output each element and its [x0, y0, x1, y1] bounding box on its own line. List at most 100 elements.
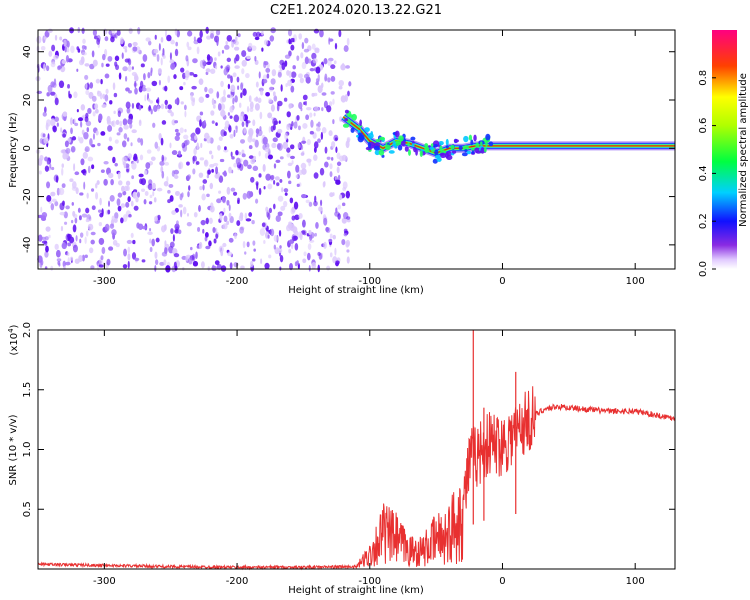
spectrum-cell — [164, 99, 168, 106]
spectrum-cell — [254, 103, 260, 111]
ridge-speckle — [388, 150, 395, 154]
spectrum-cell — [78, 254, 83, 263]
spectrum-cell — [317, 264, 321, 273]
spectrum-cell — [117, 110, 122, 118]
spectrogram-marks — [35, 26, 675, 273]
spectrum-cell — [36, 35, 42, 44]
spectrum-cell — [107, 145, 113, 151]
spectrum-cell — [97, 263, 100, 271]
spectrum-cell — [173, 74, 177, 80]
spectrum-cell — [223, 148, 229, 153]
spectrum-cell — [337, 204, 342, 210]
spectrum-cell — [156, 54, 160, 62]
spectrum-cell — [89, 138, 93, 146]
spectrum-cell — [188, 185, 191, 191]
spectrum-cell — [206, 135, 212, 144]
spectrum-cell — [154, 34, 157, 40]
spectrum-cell — [91, 95, 97, 102]
spectrum-cell — [254, 55, 257, 62]
spectrum-cell — [97, 209, 102, 213]
spectrum-cell — [136, 191, 140, 198]
spectrum-cell — [275, 215, 281, 222]
spectrum-cell — [92, 111, 96, 117]
spectrum-cell — [178, 204, 183, 208]
spectrum-cell — [99, 197, 102, 206]
spectrum-cell — [184, 128, 187, 133]
spectrum-cell — [234, 46, 240, 51]
spectrum-cell — [79, 192, 84, 196]
spectrum-cell — [231, 41, 234, 48]
spectrum-cell — [52, 125, 57, 133]
spectrum-cell — [85, 230, 89, 237]
spectrum-cell — [156, 99, 159, 104]
spectrum-cell — [130, 232, 134, 238]
spectrum-cell — [214, 57, 217, 61]
spectrum-cell — [126, 168, 130, 173]
spectrum-cell — [345, 65, 350, 69]
spectrum-cell — [319, 29, 324, 38]
spectrum-cell — [278, 120, 281, 124]
spectrum-cell — [76, 108, 79, 113]
spectrum-cell — [259, 228, 266, 236]
spectrum-cell — [299, 77, 304, 84]
spectrum-cell — [314, 232, 317, 237]
spectrum-cell — [154, 265, 157, 272]
spectrum-cell — [226, 34, 233, 42]
spectrum-cell — [313, 200, 318, 207]
ridge-speckle — [466, 150, 472, 155]
spectrum-cell — [148, 40, 152, 46]
spectrum-cell — [335, 146, 338, 153]
spectrum-cell — [40, 206, 43, 213]
spectrum-cell — [121, 185, 125, 192]
spectrum-cell — [111, 29, 116, 36]
spectrum-cell — [81, 51, 87, 56]
ridge-speckle — [400, 140, 406, 147]
ridge-speckle — [458, 145, 463, 151]
spectrum-cell — [186, 41, 190, 48]
spectrum-cell — [293, 121, 298, 129]
spectrum-cell — [317, 74, 320, 83]
spectrum-cell — [125, 201, 130, 208]
spectrum-cell — [161, 170, 165, 179]
spectrum-cell — [120, 217, 124, 224]
spectrum-cell — [265, 173, 271, 181]
spectrum-cell — [70, 127, 73, 135]
spectrum-cell — [255, 128, 260, 135]
spectrum-cell — [284, 192, 288, 196]
spectrum-cell — [302, 122, 308, 129]
spectrum-cell — [237, 197, 240, 203]
spectrum-cell — [187, 46, 192, 51]
spectrum-cell — [273, 180, 276, 185]
spectrum-cell — [173, 174, 179, 179]
y-tick-label: 20 — [22, 94, 33, 107]
spectrum-cell — [230, 187, 236, 192]
spectrum-cell — [102, 53, 106, 61]
spectrum-cell — [126, 137, 130, 142]
spectrum-cell — [61, 183, 66, 189]
spectrum-cell — [197, 226, 201, 232]
spectrum-cell — [104, 36, 109, 42]
spectrum-cell — [226, 220, 230, 225]
spectrum-cell — [46, 195, 52, 202]
spectrum-cell — [233, 40, 239, 46]
ridge-speckle — [415, 148, 418, 156]
spectrum-cell — [268, 86, 274, 92]
spectrum-cell — [90, 231, 96, 236]
spectrum-cell — [291, 160, 294, 165]
spectrum-cell — [292, 65, 296, 70]
spectrum-cell — [89, 82, 94, 89]
spectrum-cell — [244, 251, 247, 255]
spectrum-cell — [64, 221, 68, 225]
spectrum-cell — [236, 76, 240, 83]
spectrum-cell — [67, 242, 72, 247]
spectrum-cell — [53, 54, 59, 60]
spectrum-cell — [101, 104, 107, 108]
spectrum-cell — [170, 111, 174, 117]
spectrum-cell — [317, 138, 321, 143]
spectrum-cell — [183, 104, 187, 111]
svg-text:(x104): (x104) — [7, 324, 20, 355]
spectrum-cell — [166, 176, 169, 183]
spectrum-cell — [50, 91, 56, 96]
spectrum-cell — [123, 133, 128, 140]
spectrum-cell — [89, 63, 95, 70]
